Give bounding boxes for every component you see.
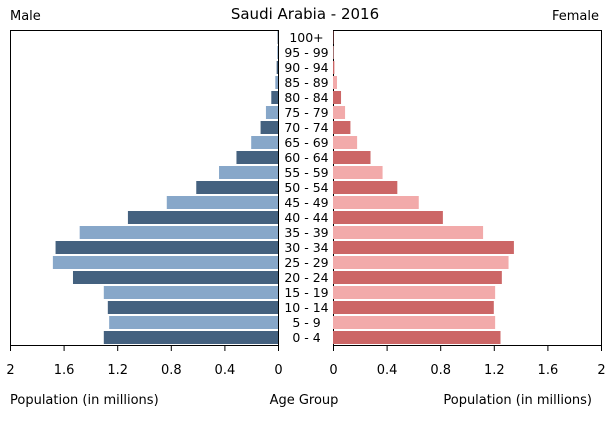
female-bar bbox=[333, 271, 502, 284]
female-bar bbox=[333, 121, 351, 134]
x-tick-label-left: 0.4 bbox=[215, 363, 236, 378]
male-bar bbox=[277, 46, 278, 59]
center-axis-label: Age Group bbox=[269, 393, 339, 408]
age-group-label: 40 - 44 bbox=[284, 210, 328, 225]
x-tick-label-left: 2 bbox=[6, 363, 14, 378]
female-label: Female bbox=[551, 9, 599, 24]
female-bar bbox=[333, 46, 334, 59]
male-bar bbox=[236, 151, 278, 164]
female-bar bbox=[333, 301, 494, 314]
age-group-label: 70 - 74 bbox=[284, 120, 328, 135]
age-group-label: 55 - 59 bbox=[284, 165, 328, 180]
age-group-label: 30 - 34 bbox=[284, 240, 328, 255]
age-group-label: 95 - 99 bbox=[284, 45, 328, 60]
x-tick-label-left: 0 bbox=[274, 363, 282, 378]
x-axis-label-left: Population (in millions) bbox=[10, 393, 159, 408]
female-bar bbox=[333, 211, 443, 224]
age-group-label: 75 - 79 bbox=[284, 105, 328, 120]
age-group-label: 60 - 64 bbox=[284, 150, 328, 165]
age-group-label: 15 - 19 bbox=[284, 285, 328, 300]
female-bar bbox=[333, 61, 335, 74]
female-bar bbox=[333, 286, 496, 299]
female-bar bbox=[333, 226, 484, 239]
x-tick-label-left: 1.2 bbox=[107, 363, 128, 378]
male-bar bbox=[127, 211, 278, 224]
male-bar bbox=[107, 301, 278, 314]
female-bar bbox=[333, 76, 338, 89]
age-group-label: 10 - 14 bbox=[284, 300, 328, 315]
x-tick-label-right: 2 bbox=[597, 363, 605, 378]
male-bar bbox=[275, 76, 278, 89]
male-bar bbox=[103, 286, 278, 299]
male-bar bbox=[103, 331, 278, 344]
x-tick-label-right: 0.4 bbox=[377, 363, 398, 378]
age-group-label: 85 - 89 bbox=[284, 75, 328, 90]
female-bar bbox=[333, 256, 509, 269]
male-bar bbox=[265, 106, 278, 119]
age-group-label: 80 - 84 bbox=[284, 90, 328, 105]
age-group-label: 65 - 69 bbox=[284, 135, 328, 150]
x-tick-label-right: 0 bbox=[329, 363, 337, 378]
female-bar bbox=[333, 136, 358, 149]
male-bar bbox=[276, 61, 278, 74]
male-bar bbox=[251, 136, 278, 149]
female-bar bbox=[333, 91, 342, 104]
female-bar bbox=[333, 181, 398, 194]
x-tick-label-right: 1.2 bbox=[484, 363, 505, 378]
x-tick-label-left: 0.8 bbox=[161, 363, 182, 378]
female-bar bbox=[333, 106, 346, 119]
x-tick-label-right: 0.8 bbox=[430, 363, 451, 378]
male-bar bbox=[166, 196, 278, 209]
male-label: Male bbox=[10, 9, 41, 24]
male-bar bbox=[72, 271, 278, 284]
age-group-label: 90 - 94 bbox=[284, 60, 328, 75]
female-bar bbox=[333, 241, 514, 254]
male-bar bbox=[55, 241, 279, 254]
x-tick-label-left: 1.6 bbox=[54, 363, 75, 378]
x-tick-label-right: 1.6 bbox=[538, 363, 559, 378]
male-bar bbox=[196, 181, 278, 194]
x-axis-ticks: 2 1.6 1.2 0.8 0.4 0 0 0.4 0.8 1.2 1.6 2 bbox=[6, 345, 606, 378]
age-group-label: 50 - 54 bbox=[284, 180, 328, 195]
age-group-label: 35 - 39 bbox=[284, 225, 328, 240]
female-bar bbox=[333, 166, 383, 179]
female-bar bbox=[333, 331, 501, 344]
male-bar bbox=[260, 121, 278, 134]
age-group-label: 100+ bbox=[289, 30, 323, 45]
age-group-label: 20 - 24 bbox=[284, 270, 328, 285]
age-group-label: 5 - 9 bbox=[292, 315, 320, 330]
left-plot-frame bbox=[10, 30, 279, 346]
x-axis-label-right: Population (in millions) bbox=[443, 393, 592, 408]
male-bar bbox=[109, 316, 278, 329]
age-group-label: 25 - 29 bbox=[284, 255, 328, 270]
female-bar bbox=[333, 151, 371, 164]
bars-group bbox=[52, 31, 514, 344]
age-group-label: 45 - 49 bbox=[284, 195, 328, 210]
female-bar bbox=[333, 196, 419, 209]
age-group-label: 0 - 4 bbox=[292, 330, 320, 345]
male-bar bbox=[219, 166, 278, 179]
male-bar bbox=[271, 91, 278, 104]
chart-title: Saudi Arabia - 2016 bbox=[230, 5, 380, 23]
male-bar bbox=[79, 226, 279, 239]
male-bar bbox=[52, 256, 278, 269]
female-bar bbox=[333, 316, 496, 329]
